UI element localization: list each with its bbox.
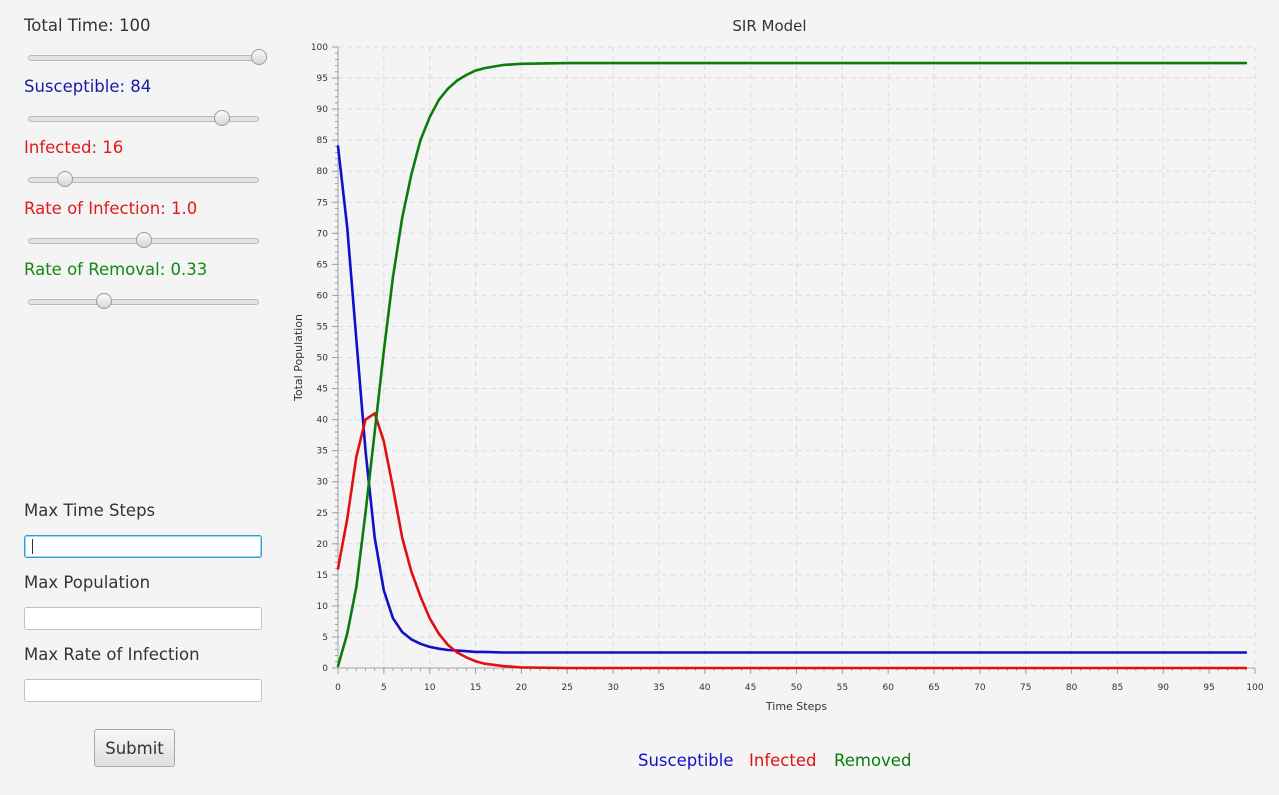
total-time-label: Total Time: 100 [24, 16, 151, 35]
y-tick-label: 25 [317, 509, 328, 519]
slider-thumb[interactable] [56, 171, 73, 187]
y-tick-label: 70 [317, 229, 329, 239]
x-tick-label: 35 [653, 683, 664, 693]
x-tick-label: 100 [1246, 683, 1263, 693]
y-tick-label: 65 [317, 260, 328, 270]
slider-track[interactable] [28, 55, 259, 61]
rate-of-infection-slider[interactable] [28, 230, 259, 250]
max-population-label: Max Population [24, 573, 151, 592]
y-tick-label: 0 [322, 664, 328, 674]
y-tick-label: 15 [317, 571, 328, 581]
x-tick-label: 45 [745, 683, 756, 693]
x-tick-label: 0 [335, 683, 341, 693]
rate-of-infection-label: Rate of Infection: 1.0 [24, 199, 198, 218]
x-tick-label: 15 [470, 683, 481, 693]
max-rate-of-infection-label: Max Rate of Infection [24, 645, 200, 664]
infected-label: Infected: 16 [24, 138, 124, 157]
text-caret [32, 539, 33, 554]
max-rate-of-infection-input[interactable] [24, 679, 262, 702]
x-tick-label: 80 [1066, 683, 1078, 693]
y-tick-label: 95 [317, 74, 328, 84]
y-tick-label: 10 [317, 602, 329, 612]
x-tick-label: 50 [791, 683, 803, 693]
rate-of-removal-slider[interactable] [28, 291, 259, 311]
y-tick-label: 35 [317, 447, 328, 457]
max-population-input[interactable] [24, 607, 262, 630]
x-tick-label: 90 [1158, 683, 1170, 693]
max-time-steps-label: Max Time Steps [24, 501, 156, 520]
y-tick-label: 40 [317, 416, 329, 426]
total-time-slider[interactable] [28, 47, 267, 67]
slider-thumb[interactable] [96, 293, 113, 309]
y-tick-label: 50 [317, 354, 329, 364]
y-tick-label: 90 [317, 105, 329, 115]
infected-slider[interactable] [28, 169, 259, 189]
legend-removed: Removed [834, 751, 912, 770]
x-tick-label: 5 [381, 683, 387, 693]
submit-button[interactable]: Submit [94, 729, 175, 767]
x-tick-label: 40 [699, 683, 711, 693]
x-axis-label: Time Steps [765, 700, 827, 713]
y-tick-label: 60 [317, 291, 329, 301]
slider-track[interactable] [28, 299, 259, 305]
rate-of-removal-label: Rate of Removal: 0.33 [24, 260, 208, 279]
x-tick-label: 20 [516, 683, 528, 693]
slider-thumb[interactable] [135, 232, 152, 248]
slider-thumb[interactable] [214, 110, 231, 126]
y-axis-label: Total Population [292, 314, 305, 402]
max-time-steps-input[interactable] [24, 535, 262, 558]
x-tick-label: 75 [1020, 683, 1031, 693]
x-tick-label: 10 [424, 683, 436, 693]
y-tick-label: 80 [317, 167, 329, 177]
series-line-infected [336, 412, 1248, 670]
y-tick-label: 20 [317, 540, 329, 550]
sir-line-chart: 0 5 10 15 20 25 30 35 40 45 50 55 60 65 70 75 80 85 90 95 10… [292, 17, 1264, 713]
series-line-susceptible [336, 145, 1248, 654]
chart-title: SIR Model [732, 17, 806, 35]
x-tick-label: 30 [607, 683, 619, 693]
y-tick-label: 5 [322, 633, 328, 643]
x-tick-label: 70 [974, 683, 986, 693]
y-tick-label: 85 [317, 136, 328, 146]
y-tick-label: 75 [317, 198, 328, 208]
y-tick-label: 30 [317, 478, 329, 488]
y-tick-label: 45 [317, 385, 328, 395]
series-line-removed [336, 61, 1248, 668]
legend-susceptible: Susceptible [638, 751, 734, 770]
x-tick-label: 65 [928, 683, 939, 693]
slider-track[interactable] [28, 177, 259, 183]
x-tick-label: 60 [882, 683, 894, 693]
y-tick-label: 100 [311, 43, 328, 53]
susceptible-label: Susceptible: 84 [24, 77, 152, 96]
x-tick-label: 55 [837, 683, 848, 693]
slider-thumb[interactable] [251, 49, 267, 65]
x-tick-label: 95 [1203, 683, 1214, 693]
legend-infected: Infected [749, 751, 817, 770]
slider-track[interactable] [28, 116, 259, 122]
x-tick-label: 25 [562, 683, 573, 693]
y-tick-label: 55 [317, 322, 328, 332]
susceptible-slider[interactable] [28, 108, 259, 128]
x-tick-label: 85 [1112, 683, 1123, 693]
